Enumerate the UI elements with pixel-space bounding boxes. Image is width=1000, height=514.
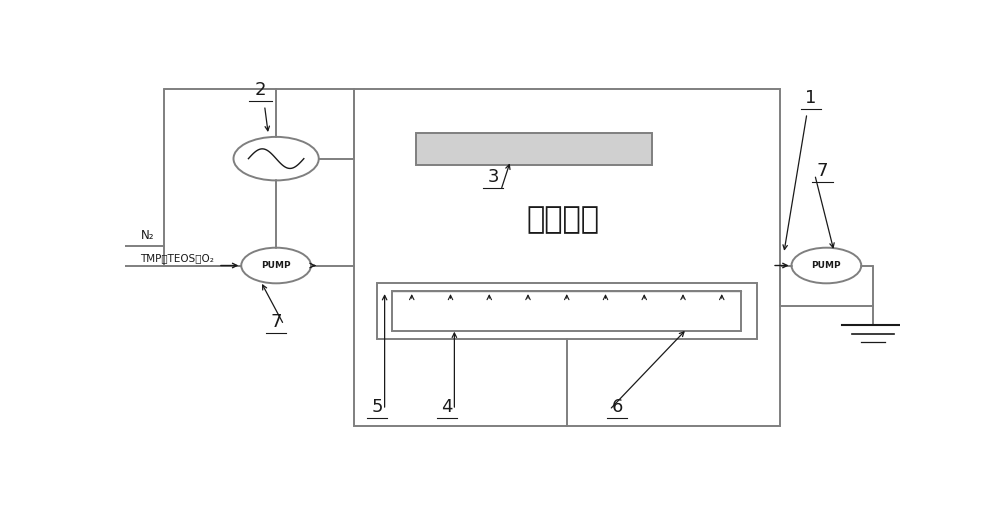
Text: 7: 7 [270,313,282,331]
Text: 2: 2 [255,81,266,99]
Text: 5: 5 [371,398,383,416]
Bar [416,133,652,164]
Text: N₂: N₂ [140,229,154,242]
Text: 1: 1 [805,89,817,107]
Text: 7: 7 [817,162,828,180]
Text: TMP、TEOS、O₂: TMP、TEOS、O₂ [140,253,214,264]
Text: 6: 6 [611,398,623,416]
Text: PUMP: PUMP [812,261,841,270]
Bar [392,291,741,331]
Bar [354,89,780,426]
Text: 4: 4 [441,398,452,416]
Text: 3: 3 [487,169,499,187]
Circle shape [234,137,319,180]
Circle shape [792,248,861,283]
Text: PUMP: PUMP [261,261,291,270]
Text: 气体加热: 气体加热 [526,206,599,234]
Circle shape [241,248,311,283]
Bar [377,283,757,339]
